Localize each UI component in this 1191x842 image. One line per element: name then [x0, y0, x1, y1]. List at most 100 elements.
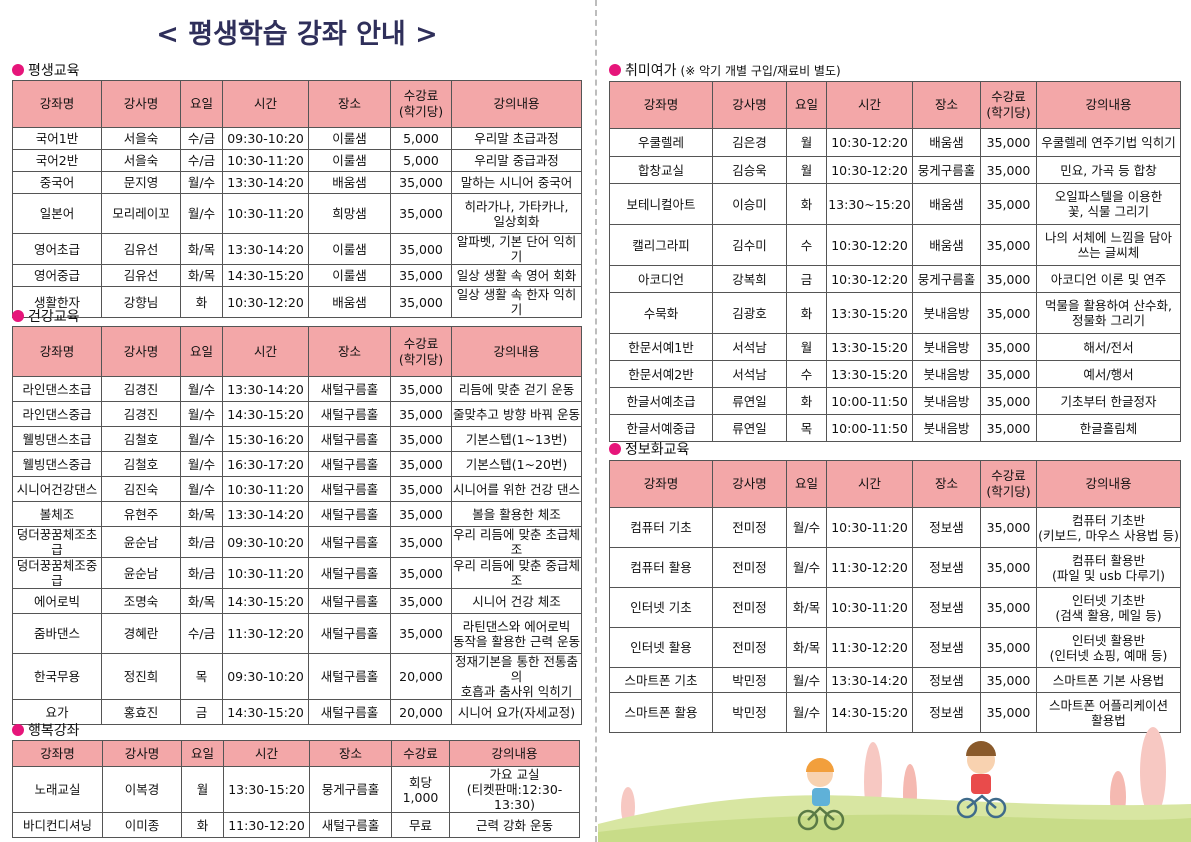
time-cell: 10:30-11:20	[222, 193, 309, 234]
course-name-cell: 덩더꿍꿈체조중급	[12, 557, 102, 589]
table-row: 영어중급 김유선 화/목 14:30-15:20 이룰샘 35,000 일상 생활 속 영어…	[12, 264, 582, 287]
day-cell: 월/수	[180, 376, 223, 402]
fee-cell: 35,000	[390, 426, 452, 452]
place-cell: 새털구름홀	[308, 401, 391, 427]
fee-cell: 35,000	[980, 128, 1037, 157]
day-cell: 화/목	[180, 501, 223, 527]
instructor-cell: 전미정	[712, 507, 787, 548]
time-cell: 10:00-11:50	[826, 414, 913, 442]
table-row: 줌바댄스 경혜란 수/금 11:30-12:20 새털구름홀 35,000 라틴댄스와 에어…	[12, 613, 582, 654]
instructor-cell: 김유선	[101, 264, 181, 287]
instructor-cell: 전미정	[712, 627, 787, 668]
instructor-cell: 김철호	[101, 426, 181, 452]
place-cell: 이룰샘	[308, 149, 391, 172]
content-cell: 예서/행서	[1036, 360, 1181, 388]
column-header-time: 시간	[223, 740, 310, 767]
time-cell: 10:30-12:20	[826, 128, 913, 157]
content-cell: 기본스텝(1~20번)	[451, 451, 582, 477]
day-cell: 월/수	[786, 547, 827, 588]
bullet-icon	[12, 64, 24, 76]
content-cell: 시니어를 위한 건강 댄스	[451, 476, 582, 502]
fee-cell: 35,000	[980, 387, 1037, 415]
course-name-cell: 시니어건강댄스	[12, 476, 102, 502]
content-cell: 히라가나, 가타카나, 일상회화	[451, 193, 582, 234]
place-cell: 뭉게구름홀	[912, 156, 981, 184]
course-name-cell: 우쿨렐레	[609, 128, 713, 157]
content-cell: 오일파스텔을 이용한 꽃, 식물 그리기	[1036, 183, 1181, 225]
day-cell: 화/목	[180, 588, 223, 614]
content-cell: 우리말 초급과정	[451, 127, 582, 150]
column-header-place: 장소	[309, 740, 392, 767]
place-cell: 정보샘	[912, 507, 981, 548]
place-cell: 붓내음방	[912, 333, 981, 361]
time-cell: 10:30-11:20	[222, 557, 309, 589]
content-cell: 컴퓨터 활용반 (파일 및 usb 다루기)	[1036, 547, 1181, 588]
time-cell: 14:30-15:20	[222, 699, 309, 725]
column-header-course: 강좌명	[609, 81, 713, 129]
instructor-cell: 유현주	[101, 501, 181, 527]
content-cell: 먹물을 활용하여 산수화, 정물화 그리기	[1036, 292, 1181, 334]
place-cell: 정보샘	[912, 667, 981, 693]
fee-cell: 35,000	[390, 193, 452, 234]
column-header-content: 강의내용	[451, 326, 582, 377]
day-cell: 금	[180, 699, 223, 725]
content-cell: 민요, 가곡 등 합창	[1036, 156, 1181, 184]
column-header-fee: 수강료	[391, 740, 450, 767]
place-cell: 희망샘	[308, 193, 391, 234]
table-row: 한문서예1반 서석남 월 13:30-15:20 붓내음방 35,000 해서/전서	[609, 333, 1181, 361]
content-cell: 우리말 중급과정	[451, 149, 582, 172]
content-cell: 말하는 시니어 중국어	[451, 171, 582, 194]
time-cell: 11:30-12:20	[223, 812, 310, 838]
instructor-cell: 김광호	[712, 292, 787, 334]
fee-cell: 35,000	[980, 265, 1037, 293]
instructor-cell: 김은경	[712, 128, 787, 157]
fee-cell: 35,000	[390, 526, 452, 558]
content-cell: 우쿨렐레 연주기법 익히기	[1036, 128, 1181, 157]
time-cell: 13:30-14:20	[222, 233, 309, 265]
place-cell: 새털구름홀	[308, 376, 391, 402]
place-cell: 새털구름홀	[308, 653, 391, 700]
fee-cell: 20,000	[390, 653, 452, 700]
day-cell: 월/수	[180, 451, 223, 477]
time-cell: 13:30-14:20	[222, 171, 309, 194]
time-cell: 13:30-15:20	[223, 766, 310, 813]
table-row: 영어초급 김유선 화/목 13:30-14:20 이룰샘 35,000 알파벳, 기본 단어…	[12, 233, 582, 265]
tree-shape	[1140, 727, 1166, 817]
column-header-day: 요일	[786, 81, 827, 129]
fee-cell: 35,000	[980, 333, 1037, 361]
course-name-cell: 한문서예2반	[609, 360, 713, 388]
content-cell: 해서/전서	[1036, 333, 1181, 361]
column-header-place: 장소	[308, 80, 391, 128]
day-cell: 월/수	[180, 193, 223, 234]
info-table: 강좌명 강사명 요일 시간 장소 수강료 (학기당) 강의내용 컴퓨터 기초 전미정 월/수 10…	[609, 460, 1181, 733]
section-heading-health: 건강교육	[12, 306, 80, 326]
column-header-course: 강좌명	[609, 460, 713, 508]
table-row: 한글서예중급 류연일 목 10:00-11:50 붓내음방 35,000 한글흘림체	[609, 414, 1181, 442]
table-row: 수묵화 김광호 화 13:30-15:20 붓내음방 35,000 먹물을 활용하여 산수화…	[609, 292, 1181, 334]
instructor-cell: 류연일	[712, 387, 787, 415]
section-title: 정보화교육	[625, 442, 690, 458]
content-cell: 스마트폰 어플리케이션 활용법	[1036, 692, 1181, 733]
time-cell: 10:30-12:20	[826, 265, 913, 293]
time-cell: 09:30-10:20	[222, 653, 309, 700]
course-name-cell: 아코디언	[609, 265, 713, 293]
column-header-day: 요일	[786, 460, 827, 508]
table-row: 컴퓨터 기초 전미정 월/수 10:30-11:20 정보샘 35,000 컴퓨터 기초반 …	[609, 507, 1181, 548]
day-cell: 월/수	[180, 426, 223, 452]
fee-cell: 35,000	[390, 588, 452, 614]
place-cell: 새털구름홀	[308, 557, 391, 589]
day-cell: 화	[786, 292, 827, 334]
place-cell: 새털구름홀	[308, 588, 391, 614]
instructor-cell: 윤순남	[101, 557, 181, 589]
time-cell: 10:30-12:20	[826, 156, 913, 184]
time-cell: 10:30-12:20	[222, 286, 309, 318]
place-cell: 정보샘	[912, 587, 981, 628]
day-cell: 목	[786, 414, 827, 442]
table-row: 덩더꿍꿈체조초급 윤순남 화/금 09:30-10:20 새털구름홀 35,000 우리 리…	[12, 526, 582, 558]
instructor-cell: 김경진	[101, 376, 181, 402]
table-row: 합창교실 김승욱 월 10:30-12:20 뭉게구름홀 35,000 민요, 가곡 등 합…	[609, 156, 1181, 184]
fee-cell: 35,000	[980, 692, 1037, 733]
instructor-cell: 모리레이꼬	[101, 193, 181, 234]
instructor-cell: 김유선	[101, 233, 181, 265]
course-name-cell: 라인댄스중급	[12, 401, 102, 427]
